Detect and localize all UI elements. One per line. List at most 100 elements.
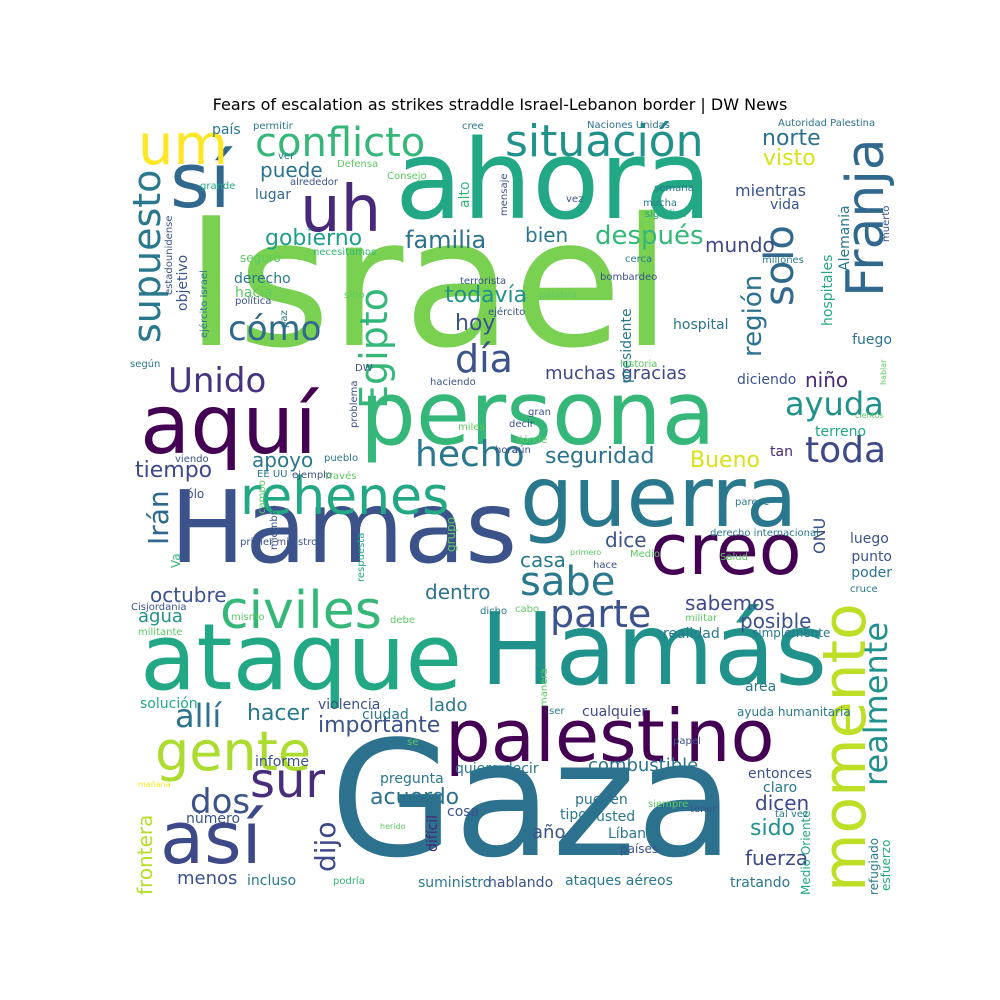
cloud-word: semana — [654, 183, 694, 194]
cloud-word: palabra — [539, 290, 577, 301]
cloud-word: parte — [550, 592, 652, 636]
cloud-word: aquí — [140, 378, 318, 473]
cloud-word: cómo — [228, 309, 322, 349]
cloud-word: Cisjordania — [131, 602, 187, 613]
cloud-word: informe — [255, 754, 310, 770]
cloud-word: casa — [520, 548, 566, 572]
cloud-word: grupo — [444, 517, 458, 553]
cloud-word: pueden — [575, 792, 628, 808]
cloud-word: ciudad — [362, 707, 409, 723]
cloud-word: dice — [605, 528, 647, 552]
cloud-word: fuerza — [745, 846, 808, 870]
chart-title: Fears of escalation as strikes straddle … — [212, 95, 788, 114]
cloud-word: estadounidense — [164, 215, 175, 295]
cloud-word: Gaza — [330, 706, 735, 893]
cloud-word: tan — [770, 444, 793, 460]
cloud-word: campo — [257, 480, 268, 514]
cloud-word: Hamas — [170, 469, 518, 586]
cloud-word: terrorista — [460, 276, 507, 287]
cloud-word: conflicto — [255, 120, 426, 166]
cloud-word: Salud — [720, 552, 748, 563]
cloud-word: hacer — [247, 701, 310, 726]
cloud-word: realmente — [857, 622, 895, 787]
cloud-word: derecho internacional — [710, 528, 819, 539]
cloud-word: frontera — [133, 814, 157, 895]
cloud-word: hora — [495, 445, 518, 456]
cloud-word: Medio Oriente — [799, 810, 813, 895]
cloud-word: mundo — [705, 233, 775, 257]
cloud-word: Medio — [630, 549, 661, 560]
cloud-word: región — [738, 275, 768, 358]
cloud-word: hecho — [415, 434, 525, 475]
cloud-word: poder — [851, 565, 892, 581]
cloud-word: seguridad — [545, 444, 655, 469]
cloud-word: ejército Israel — [199, 270, 210, 338]
word-cloud: Israel Gaza ahora persona Hamas Hamás guerra at… — [124, 113, 896, 895]
cloud-word: dos — [190, 782, 251, 822]
cloud-word: entonces — [748, 766, 813, 782]
cloud-word: objetivo — [175, 255, 191, 312]
cloud-word: respuesta — [356, 533, 367, 583]
cloud-word: diciendo — [737, 372, 797, 388]
cloud-word: tener — [690, 804, 717, 815]
cloud-word: puede — [260, 158, 323, 182]
cloud-word: gente — [155, 720, 312, 783]
cloud-word: primero — [570, 548, 602, 557]
cloud-word: incluso — [247, 873, 297, 889]
cloud-word: área — [745, 679, 777, 695]
cloud-word: hace — [593, 560, 618, 571]
cloud-word: niño — [805, 368, 849, 392]
cloud-word: países — [620, 842, 659, 856]
cloud-word: rehenes — [240, 467, 450, 527]
cloud-word: problema — [349, 380, 360, 428]
cloud-word: derecho — [234, 271, 291, 287]
cloud-word: decir — [509, 419, 534, 430]
cloud-word: Líbano — [608, 826, 655, 842]
cloud-word: suministro — [418, 875, 492, 891]
cloud-word: ayuda — [785, 385, 884, 423]
cloud-word: usted — [596, 809, 636, 825]
cloud-word: bombardeo — [600, 272, 658, 283]
cloud-word: familia — [405, 226, 487, 254]
cloud-word: realidad — [663, 626, 720, 642]
cloud-word: hospital — [673, 317, 729, 333]
cloud-word: pueblo — [324, 453, 359, 464]
cloud-word: gran — [528, 407, 551, 418]
cloud-word: solución — [140, 696, 198, 712]
cloud-word: Naciones Unidas — [587, 120, 671, 131]
cloud-word: alto — [457, 181, 473, 208]
cloud-word: posible — [740, 609, 812, 633]
cloud-word: sí — [170, 136, 231, 225]
cloud-word: Unido — [168, 361, 267, 401]
cloud-word: sur — [250, 753, 326, 809]
cloud-word: ejemplo — [292, 470, 333, 481]
cloud-word: quiero decir — [455, 761, 539, 777]
cloud-word: gobierno — [265, 226, 363, 251]
cloud-word: año — [532, 822, 566, 843]
cloud-word: historia — [620, 359, 658, 370]
cloud-word: permitir — [253, 121, 293, 132]
cloud-word: ahora — [395, 116, 713, 244]
cloud-word: lado — [429, 695, 468, 716]
cloud-word: simplemente — [752, 626, 831, 640]
cloud-word: lugar — [255, 187, 291, 203]
cloud-word: Va — [169, 553, 183, 568]
cloud-word: Hamás — [480, 591, 828, 708]
cloud-word: mismo — [231, 612, 265, 623]
cloud-word: vez — [566, 194, 584, 205]
cloud-word: mañana — [138, 780, 171, 789]
cloud-word: creo — [650, 509, 802, 591]
cloud-word: se — [407, 737, 419, 748]
cloud-word: dijo — [309, 822, 342, 873]
cloud-word: militar — [685, 613, 718, 624]
cloud-word: um — [138, 113, 229, 178]
cloud-word: cruce — [850, 584, 878, 595]
cloud-word: cientos — [855, 411, 884, 420]
cloud-word: muerto — [881, 206, 892, 243]
cloud-word: cosa — [447, 804, 480, 820]
cloud-word: Autoridad Palestina — [778, 118, 876, 129]
cloud-word: Alemania — [837, 205, 853, 271]
cloud-word: mensaje — [499, 173, 510, 216]
cloud-word: menos — [177, 868, 238, 889]
cloud-word: combustible — [588, 755, 699, 776]
